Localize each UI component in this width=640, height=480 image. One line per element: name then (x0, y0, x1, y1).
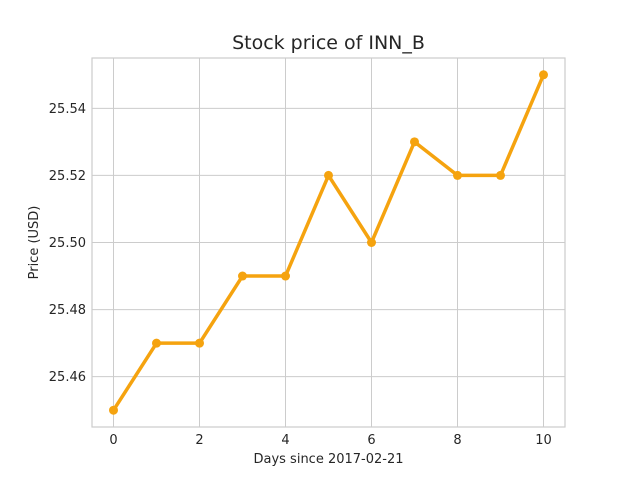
tick-labels: 0 2 4 6 8 10 25.46 25.48 25.50 25.52 25.54 (49, 102, 552, 448)
data-point (324, 170, 333, 180)
y-axis-label: Price (USD) (27, 206, 42, 280)
y-tick-label: 25.54 (49, 102, 86, 117)
x-tick-label: 0 (109, 433, 117, 448)
y-tick-label: 25.52 (49, 169, 86, 184)
x-tick-label: 6 (367, 433, 375, 448)
x-tick-label: 10 (535, 433, 552, 448)
plot-frame (91, 57, 566, 428)
x-axis-label: Days since 2017-02-21 (253, 452, 403, 467)
x-tick-label: 8 (453, 433, 461, 448)
x-tick-label: 2 (195, 433, 203, 448)
data-point (238, 271, 247, 281)
y-tick-label: 25.48 (49, 303, 86, 318)
data-point (281, 271, 290, 281)
chart-title: Stock price of INN_B (232, 32, 425, 54)
y-tick-label: 25.50 (49, 236, 86, 251)
data-point (152, 338, 161, 348)
data-point (539, 70, 548, 80)
data-point (453, 170, 462, 180)
data-point (410, 137, 419, 147)
data-point (367, 238, 376, 247)
data-point (496, 170, 505, 180)
x-tick-label: 4 (281, 433, 289, 448)
y-tick-label: 25.46 (49, 370, 86, 385)
data-point (195, 338, 204, 348)
data-point (109, 405, 118, 415)
series-layer (109, 70, 548, 415)
